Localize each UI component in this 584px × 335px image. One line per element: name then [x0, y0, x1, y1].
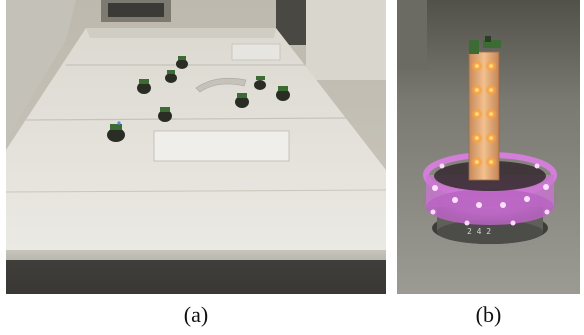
robot — [235, 93, 249, 108]
floor-seam — [6, 189, 386, 193]
arena-back-rim — [86, 28, 276, 38]
robot — [176, 56, 188, 69]
tower-leds — [471, 60, 497, 168]
caption-b: (b) — [475, 302, 502, 327]
photo-panel-b: 2 4 2 — [397, 0, 580, 294]
back-partition — [231, 43, 281, 61]
background-wall — [397, 0, 427, 70]
arena-photo — [6, 0, 386, 294]
left-wall — [6, 0, 76, 140]
led-tower-photo: 2 4 2 — [397, 0, 580, 294]
arena-base-shadow — [6, 260, 386, 294]
curved-obstacle — [195, 77, 247, 93]
center-partition — [153, 130, 290, 162]
robot — [137, 79, 151, 94]
floor-seam — [25, 117, 347, 121]
robot — [107, 121, 125, 142]
robot-display: 2 4 2 — [467, 227, 491, 236]
robot-base-bottom — [437, 220, 543, 244]
robot — [254, 76, 266, 90]
robot — [165, 70, 177, 83]
tower-connector-pin — [485, 36, 491, 42]
photo-panel-a — [6, 0, 386, 294]
right-wall — [306, 0, 386, 80]
robot — [158, 107, 172, 122]
tower-connector — [469, 40, 479, 54]
purple-ring-bottom — [426, 189, 554, 225]
robot — [276, 86, 290, 101]
ring-leds — [430, 163, 550, 226]
led-tower-outline — [468, 51, 500, 181]
back-window-pane — [108, 3, 164, 17]
tower-connector — [483, 40, 501, 48]
caption-a: (a) — [183, 302, 209, 327]
